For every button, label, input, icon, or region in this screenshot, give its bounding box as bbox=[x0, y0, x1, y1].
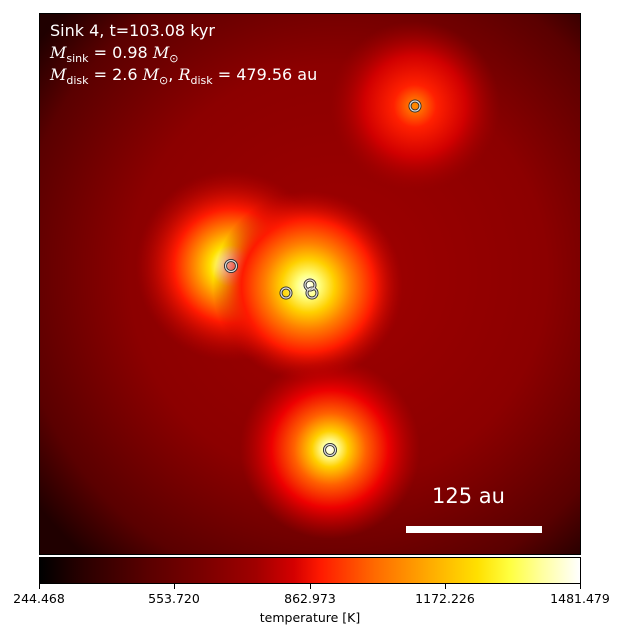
colorbar-tick-label: 1481.479 bbox=[550, 591, 610, 606]
colorbar-tick-label: 862.973 bbox=[284, 591, 336, 606]
disk-radius-value: 479.56 bbox=[236, 65, 293, 84]
colorbar-label: temperature [K] bbox=[259, 610, 361, 625]
scalebar bbox=[406, 526, 542, 533]
scalebar-label: 125 au bbox=[432, 484, 505, 508]
colorbar bbox=[39, 557, 581, 584]
colorbar-tick bbox=[310, 584, 311, 589]
colorbar-tick-label: 553.720 bbox=[148, 591, 200, 606]
temperature-map: Sink 4, t=103.08 kyr Msink = 0.98 M⊙ Mdi… bbox=[39, 13, 581, 555]
sink-title: Sink 4, t=103.08 kyr bbox=[50, 21, 215, 40]
colorbar-tick bbox=[445, 584, 446, 589]
sink-mass-value: 0.98 bbox=[112, 43, 148, 62]
colorbar-tick bbox=[39, 584, 40, 589]
colorbar-tick bbox=[580, 584, 581, 589]
colorbar-tick-label: 1172.226 bbox=[415, 591, 475, 606]
disk-mass-value: 2.6 bbox=[112, 65, 138, 84]
colorbar-tick-label: 244.468 bbox=[13, 591, 65, 606]
colorbar-tick bbox=[174, 584, 175, 589]
disk-properties: Mdisk = 2.6 M⊙, Rdisk = 479.56 au bbox=[50, 65, 318, 88]
sink-mass: Msink = 0.98 M⊙ bbox=[50, 43, 179, 66]
temperature-map-image bbox=[40, 14, 580, 554]
